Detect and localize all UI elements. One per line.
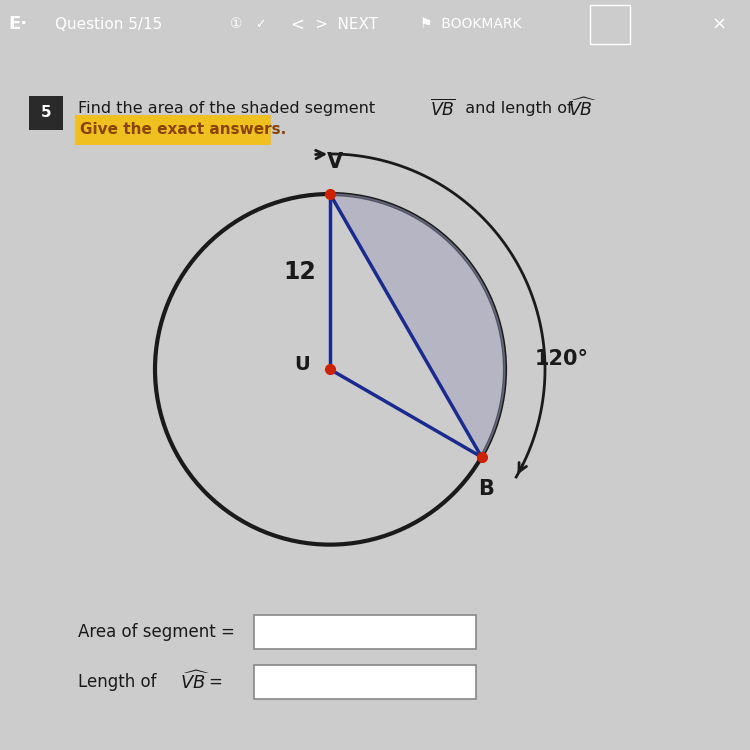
Text: Question 5/15: Question 5/15 (55, 17, 162, 32)
Text: 120°: 120° (535, 350, 589, 369)
Text: ⚑  BOOKMARK: ⚑ BOOKMARK (420, 17, 521, 32)
Text: V: V (327, 152, 343, 172)
Text: U: U (294, 355, 310, 374)
Text: $\overline{VB}$: $\overline{VB}$ (430, 98, 456, 119)
FancyBboxPatch shape (254, 615, 476, 649)
Text: >  NEXT: > NEXT (315, 17, 378, 32)
FancyBboxPatch shape (29, 96, 63, 130)
Text: Give the exact answers.: Give the exact answers. (80, 122, 286, 137)
Text: ×: × (712, 16, 727, 33)
Text: B: B (478, 479, 494, 499)
FancyBboxPatch shape (75, 115, 271, 145)
Text: ①: ① (230, 17, 242, 32)
Text: ✓: ✓ (255, 18, 266, 31)
Polygon shape (330, 194, 505, 457)
Text: and length of: and length of (455, 101, 578, 116)
Bar (590, 5, 630, 44)
Text: Length of: Length of (78, 673, 162, 691)
Text: 12: 12 (284, 260, 316, 284)
Text: 5: 5 (40, 105, 51, 120)
Text: E·: E· (8, 16, 27, 33)
Text: $\widehat{VB}$: $\widehat{VB}$ (180, 670, 210, 693)
Text: <: < (290, 16, 304, 33)
Text: Find the area of the shaded segment: Find the area of the shaded segment (78, 101, 380, 116)
Text: $\widehat{VB}$: $\widehat{VB}$ (568, 98, 597, 120)
FancyBboxPatch shape (254, 664, 476, 699)
Text: =: = (208, 673, 222, 691)
Text: Area of segment =: Area of segment = (78, 622, 235, 640)
